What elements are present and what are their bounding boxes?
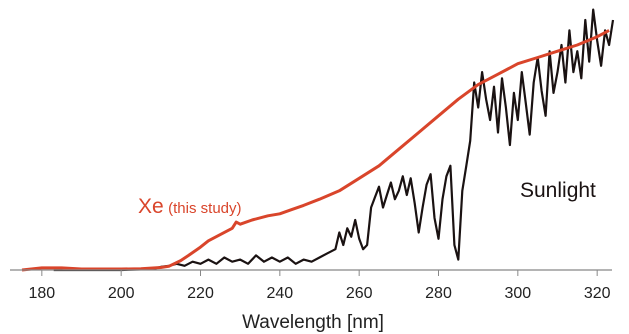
series-label-xe-name: Xe [138,195,164,218]
x-tick-label: 220 [187,285,214,302]
x-tick-label: 200 [108,285,135,302]
x-axis-title: Wavelength [nm] [242,312,384,333]
x-tick-label: 300 [504,285,531,302]
series-layer [21,8,615,272]
x-tick-label: 260 [346,285,373,302]
x-tick-label: 180 [28,285,55,302]
series-line-xe [21,29,610,272]
series-line-sunlight [53,8,615,272]
series-label-xe-suffix: (this study) [168,200,241,217]
series-label-xe: Xe (this study) [138,195,242,218]
x-tick-label: 280 [425,285,452,302]
x-axis-ticks: 180 200 220 240 260 280 300 320 [28,270,611,302]
series-label-sunlight: Sunlight [520,179,596,202]
x-tick-label: 240 [266,285,293,302]
x-tick-label: 320 [584,285,611,302]
